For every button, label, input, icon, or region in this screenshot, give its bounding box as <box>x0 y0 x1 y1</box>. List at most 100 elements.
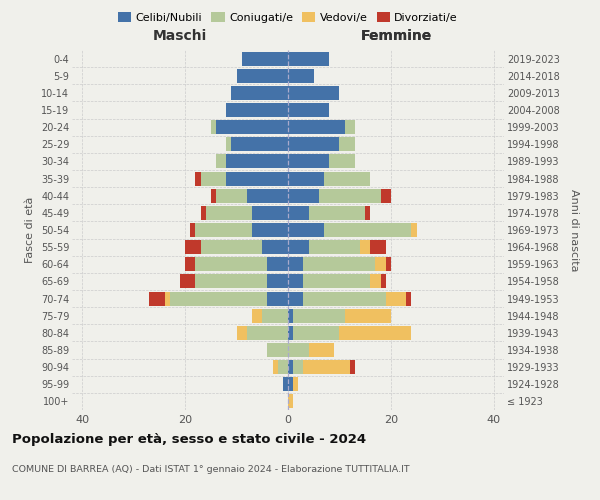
Bar <box>304 258 376 272</box>
Bar <box>288 172 324 185</box>
Bar <box>304 274 370 288</box>
Bar <box>380 274 386 288</box>
Bar <box>288 240 308 254</box>
Bar <box>288 292 304 306</box>
Bar <box>370 240 386 254</box>
Bar <box>200 206 206 220</box>
Bar <box>288 343 308 357</box>
Bar <box>262 308 288 322</box>
Bar <box>288 258 304 272</box>
Bar <box>365 206 370 220</box>
Bar <box>247 326 288 340</box>
Bar <box>149 292 164 306</box>
Y-axis label: Fasce di età: Fasce di età <box>25 197 35 263</box>
Bar <box>211 120 216 134</box>
Bar <box>180 274 196 288</box>
Text: Femmine: Femmine <box>361 28 431 42</box>
Text: Femmine: Femmine <box>361 29 431 43</box>
Bar <box>340 138 355 151</box>
Bar <box>232 138 288 151</box>
Legend: Celibi/Nubili, Coniugati/e, Vedovi/e, Divorziati/e: Celibi/Nubili, Coniugati/e, Vedovi/e, Di… <box>113 8 463 28</box>
Bar <box>268 343 288 357</box>
Bar <box>319 188 380 202</box>
Bar <box>304 360 350 374</box>
Bar <box>344 308 391 322</box>
Bar <box>196 258 268 272</box>
Bar <box>185 240 200 254</box>
Bar <box>406 292 412 306</box>
Bar <box>200 240 262 254</box>
Bar <box>164 292 170 306</box>
Bar <box>370 274 380 288</box>
Bar <box>216 154 226 168</box>
Bar <box>226 138 232 151</box>
Bar <box>360 240 370 254</box>
Bar <box>288 120 344 134</box>
Bar <box>350 360 355 374</box>
Bar <box>288 360 293 374</box>
Bar <box>252 223 288 237</box>
Bar <box>340 326 412 340</box>
Bar <box>288 188 319 202</box>
Bar <box>252 206 288 220</box>
Bar <box>344 120 355 134</box>
Bar <box>196 223 252 237</box>
Bar <box>232 86 288 100</box>
Bar <box>216 120 288 134</box>
Bar <box>376 258 386 272</box>
Bar <box>308 343 334 357</box>
Bar <box>386 258 391 272</box>
Bar <box>236 326 247 340</box>
Bar <box>226 103 288 117</box>
Bar <box>308 240 360 254</box>
Bar <box>268 274 288 288</box>
Bar <box>278 360 288 374</box>
Bar <box>412 223 416 237</box>
Bar <box>242 52 288 66</box>
Bar <box>247 188 288 202</box>
Bar <box>288 394 293 408</box>
Text: Popolazione per età, sesso e stato civile - 2024: Popolazione per età, sesso e stato civil… <box>12 432 366 446</box>
Bar <box>206 206 252 220</box>
Bar <box>196 172 200 185</box>
Bar <box>293 326 340 340</box>
Bar <box>268 292 288 306</box>
Bar <box>283 378 288 392</box>
Bar <box>308 206 365 220</box>
Bar <box>226 172 288 185</box>
Bar <box>211 188 216 202</box>
Bar <box>262 240 288 254</box>
Bar <box>288 52 329 66</box>
Bar <box>288 154 329 168</box>
Bar <box>288 378 293 392</box>
Y-axis label: Anni di nascita: Anni di nascita <box>569 188 579 271</box>
Bar <box>304 292 386 306</box>
Bar <box>272 360 278 374</box>
Bar <box>196 274 268 288</box>
Bar <box>386 292 406 306</box>
Bar <box>288 138 340 151</box>
Bar <box>288 68 314 82</box>
Bar <box>200 172 226 185</box>
Bar <box>185 258 196 272</box>
Bar <box>288 274 304 288</box>
Bar <box>288 326 293 340</box>
Bar <box>293 378 298 392</box>
Bar <box>288 223 324 237</box>
Bar <box>190 223 196 237</box>
Bar <box>288 206 308 220</box>
Bar <box>324 223 412 237</box>
Text: Maschi: Maschi <box>153 28 207 42</box>
Bar <box>268 258 288 272</box>
Bar <box>293 308 344 322</box>
Bar <box>324 172 370 185</box>
Bar <box>380 188 391 202</box>
Bar <box>226 154 288 168</box>
Bar <box>329 154 355 168</box>
Bar <box>288 103 329 117</box>
Bar <box>170 292 268 306</box>
Bar <box>252 308 262 322</box>
Bar <box>236 68 288 82</box>
Bar <box>293 360 304 374</box>
Text: COMUNE DI BARREA (AQ) - Dati ISTAT 1° gennaio 2024 - Elaborazione TUTTITALIA.IT: COMUNE DI BARREA (AQ) - Dati ISTAT 1° ge… <box>12 466 410 474</box>
